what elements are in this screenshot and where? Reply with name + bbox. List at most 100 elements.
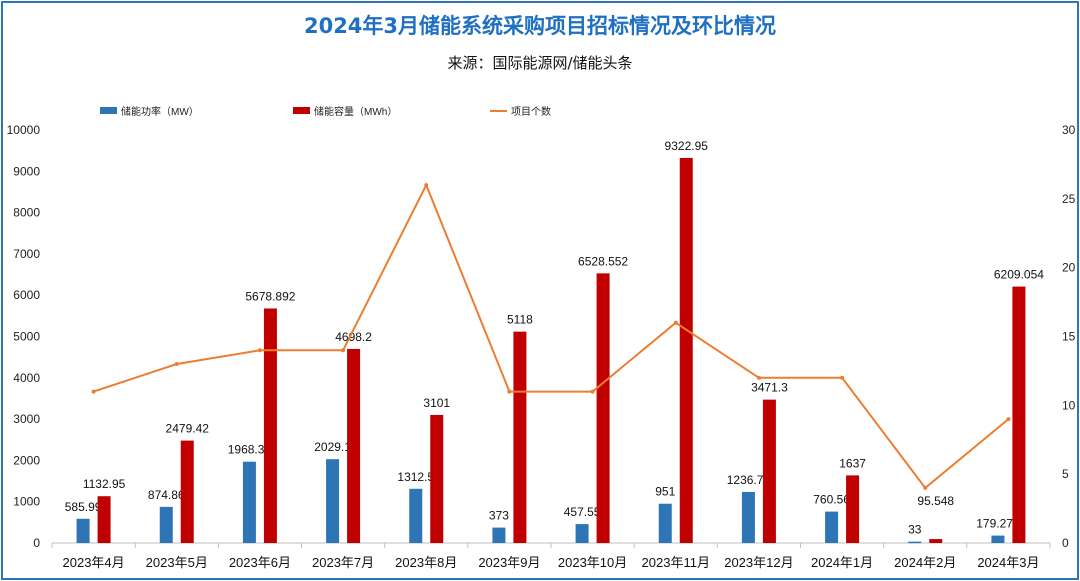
legend-swatch [100, 107, 117, 114]
legend-swatch [293, 107, 310, 114]
x-tick-label: 2024年3月 [977, 555, 1039, 570]
data-label: 373 [489, 509, 509, 523]
line-point [507, 389, 512, 394]
legend-label: 项目个数 [511, 105, 551, 118]
y-right-tick-label: 10 [1062, 398, 1076, 412]
y-right-tick-label: 25 [1062, 192, 1076, 206]
bar-capacity [180, 440, 194, 543]
x-tick-label: 2023年11月 [642, 555, 710, 570]
data-label: 1312.5 [397, 470, 434, 484]
x-tick-label: 2023年12月 [724, 555, 793, 570]
data-label: 951 [655, 485, 675, 499]
bar-power [159, 506, 173, 543]
y-left-tick-label: 5000 [13, 330, 40, 344]
data-label: 6528.552 [578, 254, 628, 268]
x-tick-label: 2023年5月 [146, 555, 208, 570]
bar-capacity [430, 414, 444, 543]
data-label: 3471.3 [751, 381, 788, 395]
line-point [91, 389, 96, 394]
bar-power [575, 524, 589, 543]
x-tick-label: 2023年4月 [63, 555, 125, 570]
line-point [174, 362, 179, 367]
y-right-tick-label: 0 [1062, 536, 1069, 550]
data-label: 6209.054 [994, 268, 1044, 282]
bar-capacity [1012, 286, 1026, 543]
data-label: 1637 [839, 456, 866, 470]
bar-power [409, 488, 423, 543]
bar-power [991, 535, 1005, 543]
line-point [424, 183, 429, 188]
data-label: 874.86 [148, 488, 185, 502]
data-label: 2479.42 [166, 422, 210, 436]
data-label: 457.55 [564, 505, 601, 519]
bar-capacity [513, 331, 527, 543]
line-point [590, 389, 595, 394]
bar-capacity [846, 475, 860, 543]
y-left-tick-label: 6000 [13, 288, 40, 302]
chart-title: 2024年3月储能系统采购项目招标情况及环比情况 [303, 14, 777, 38]
bar-power [825, 511, 839, 543]
bar-power [908, 541, 922, 544]
line-project-count [93, 182, 1010, 490]
y-left-tick-label: 3000 [13, 412, 40, 426]
chart-subtitle: 来源：国际能源网/储能头条 [447, 54, 633, 72]
y-left-tick-label: 7000 [13, 247, 40, 261]
y-left-tick-label: 10000 [7, 123, 41, 137]
bar-power [741, 491, 755, 543]
data-label: 1236.75 [727, 473, 771, 487]
y-left-tick-label: 2000 [13, 453, 40, 467]
data-label: 2029.1 [314, 440, 351, 454]
line-point [673, 320, 678, 325]
line-point [923, 485, 928, 490]
y-right-tick-label: 20 [1062, 261, 1076, 275]
x-tick-label: 2023年10月 [558, 555, 627, 570]
y-right-tick-label: 5 [1062, 467, 1069, 481]
data-label: 179.275 [976, 517, 1020, 531]
x-tick-label: 2023年7月 [312, 555, 374, 570]
bar-capacity [97, 496, 111, 543]
bar-capacity [347, 348, 361, 543]
x-tick-label: 2023年6月 [229, 555, 291, 570]
y-left-tick-label: 0 [33, 536, 40, 550]
data-label: 3101 [423, 396, 450, 410]
y-left-tick-label: 8000 [13, 206, 40, 220]
line-point [1006, 417, 1011, 422]
data-label: 4698.2 [335, 330, 372, 344]
data-label: 5118 [507, 313, 533, 327]
bar-power [658, 503, 672, 543]
x-tick-label: 2023年9月 [478, 555, 540, 570]
legend-label: 储能功率（MW） [121, 105, 199, 118]
bar-power [242, 461, 256, 543]
line-point [341, 348, 346, 353]
data-label: 1132.95 [83, 477, 126, 491]
legend-label: 储能容量（MWh） [314, 105, 397, 118]
bar-capacity [596, 273, 610, 543]
line-point [257, 348, 262, 353]
x-tick-label: 2024年2月 [894, 555, 956, 570]
line-point [840, 375, 845, 380]
bar-capacity [762, 399, 776, 543]
data-label: 5678.892 [245, 289, 295, 303]
bar-capacity [929, 539, 943, 543]
data-label: 9322.95 [665, 139, 709, 153]
line-point [756, 375, 761, 380]
y-left-tick-label: 1000 [13, 495, 40, 509]
data-label: 33 [908, 523, 922, 537]
bar-power [76, 518, 90, 543]
data-label: 1968.35 [228, 443, 272, 457]
bar-power [326, 459, 340, 543]
x-tick-label: 2023年8月 [395, 555, 457, 570]
data-label: 760.56 [813, 493, 850, 507]
bar-power [492, 527, 506, 543]
y-right-tick-label: 30 [1062, 123, 1076, 137]
bar-capacity [679, 157, 693, 543]
x-tick-label: 2024年1月 [811, 555, 873, 570]
y-left-tick-label: 9000 [13, 164, 40, 178]
y-left-tick-label: 4000 [13, 371, 40, 385]
bar-capacity [263, 308, 277, 543]
data-label: 585.99 [65, 500, 102, 514]
data-label: 95.548 [917, 494, 954, 508]
y-right-tick-label: 15 [1062, 330, 1076, 344]
